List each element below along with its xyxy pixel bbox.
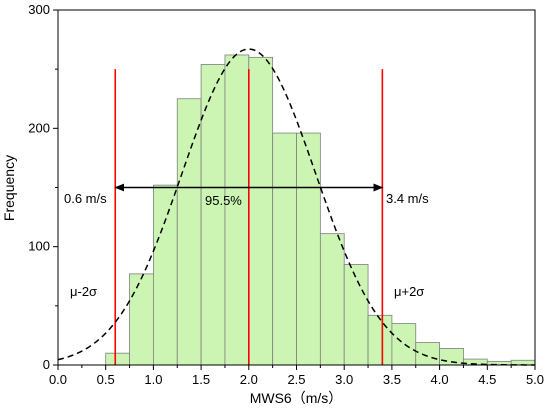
x-tick-label: 2.0	[240, 372, 258, 387]
reference-lines	[114, 69, 384, 365]
histogram-bar	[272, 132, 297, 366]
plus-two-sigma-label: μ+2σ	[394, 284, 424, 299]
y-axis-title: Frequency	[1, 155, 17, 221]
x-axis-title: MWS6（m/s）	[250, 390, 343, 406]
x-tick-label: 3.0	[335, 372, 353, 387]
histogram-bar	[391, 323, 417, 366]
x-tick-label: 4.0	[431, 372, 449, 387]
x-tick-label: 0.0	[49, 372, 67, 387]
histogram-bar	[343, 264, 369, 366]
right-value-label: 3.4 m/s	[386, 191, 429, 206]
histogram-bar	[319, 233, 345, 366]
histogram-bar	[129, 273, 154, 366]
left-value-label: 0.6 m/s	[64, 191, 107, 206]
histogram-bar	[248, 56, 274, 366]
histogram-bar	[367, 314, 393, 366]
histogram-bar	[415, 342, 441, 366]
y-axis-ticks: 0 100 200 300	[28, 2, 58, 372]
y-tick-label: 200	[28, 120, 50, 135]
x-tick-label: 4.5	[478, 372, 496, 387]
y-tick-label: 100	[28, 239, 50, 254]
histogram-bar	[176, 98, 202, 366]
normal-curve	[57, 48, 536, 366]
x-tick-label: 1.5	[192, 372, 210, 387]
y-tick-label: 300	[28, 2, 50, 17]
x-tick-label: 3.5	[383, 372, 401, 387]
y-tick-label: 0	[43, 357, 50, 372]
x-tick-label: 5.0	[526, 372, 544, 387]
histogram-bar	[296, 132, 321, 366]
minus-two-sigma-label: μ-2σ	[70, 284, 97, 299]
histogram-bars	[105, 54, 536, 366]
x-tick-label: 2.5	[287, 372, 305, 387]
histogram-bar	[152, 184, 178, 366]
x-tick-label: 0.5	[97, 372, 115, 387]
x-axis-ticks: 0.0 0.5 1.0 1.5 2.0 2.5 3.0 3.5 4.0 4.5 5.0	[49, 365, 544, 387]
histogram-bar	[105, 352, 130, 366]
x-tick-label: 1.0	[144, 372, 162, 387]
percent-label: 95.5%	[205, 193, 242, 208]
histogram-bar	[224, 54, 250, 366]
